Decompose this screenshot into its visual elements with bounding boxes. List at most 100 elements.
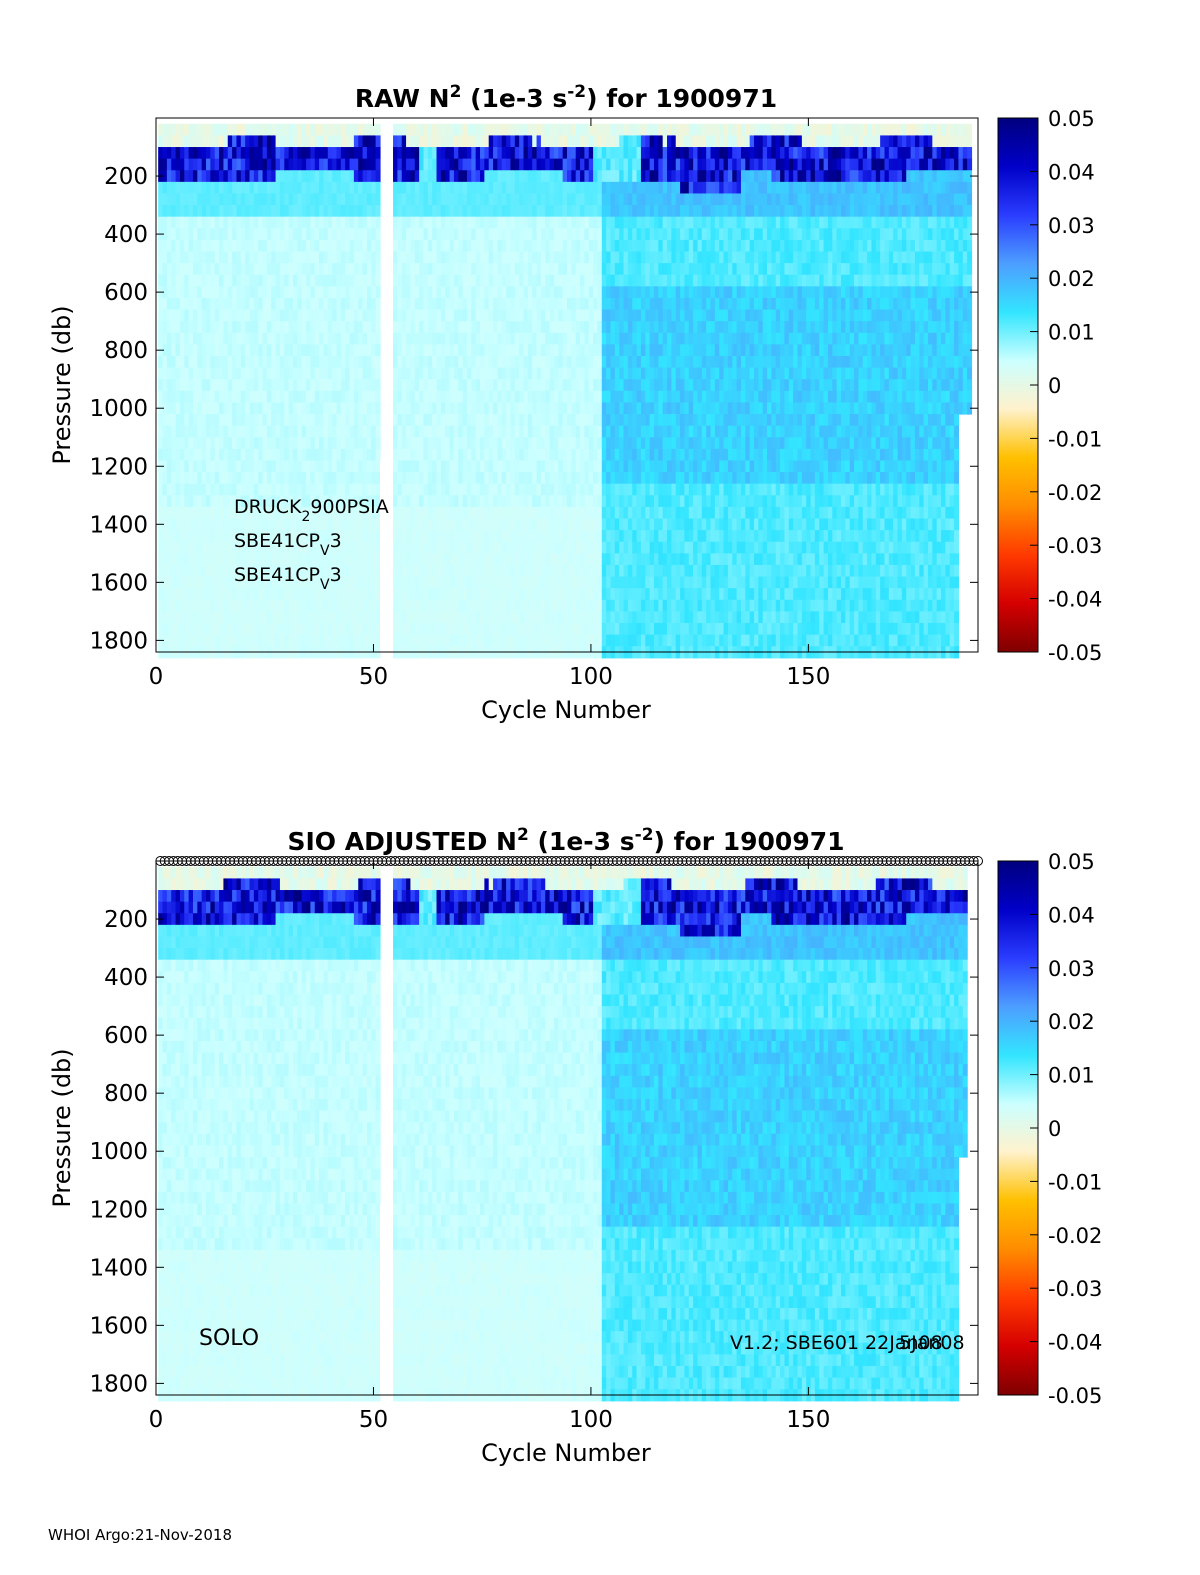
heatmap-cell (258, 123, 264, 137)
heatmap-cell (184, 170, 190, 183)
heatmap-cell (562, 460, 568, 473)
heatmap-cell (375, 367, 381, 380)
heatmap-cell (410, 251, 416, 264)
heatmap-cell (253, 460, 259, 473)
heatmap-cell (249, 460, 255, 473)
heatmap-cell (214, 181, 220, 195)
heatmap-cell (262, 460, 268, 473)
heatmap-cell (375, 170, 381, 183)
heatmap-cell (436, 634, 442, 647)
heatmap-cell (206, 205, 211, 218)
heatmap-cell (358, 251, 364, 264)
heatmap-cell (549, 518, 555, 531)
heatmap-cell (201, 530, 207, 543)
heatmap-cell (475, 390, 481, 404)
heatmap-cell (553, 402, 559, 415)
heatmap-cell (488, 576, 494, 589)
heatmap-cell (449, 530, 455, 543)
heatmap-cell (245, 297, 251, 311)
heatmap-cell (236, 576, 242, 589)
heatmap-cell (619, 251, 625, 264)
heatmap-cell (597, 205, 603, 218)
heatmap-cell (232, 437, 238, 450)
heatmap-cell (540, 506, 546, 520)
heatmap-cell (340, 147, 346, 160)
heatmap-cell (514, 297, 520, 311)
heatmap-cell (549, 193, 555, 206)
heatmap-cell (436, 599, 442, 612)
heatmap-cell (436, 564, 442, 578)
heatmap-cell (427, 147, 433, 160)
heatmap-cell (519, 472, 525, 485)
heatmap-cell (249, 414, 255, 427)
heatmap-cell (232, 355, 238, 369)
heatmap-cell (410, 599, 416, 612)
heatmap-cell (406, 379, 412, 392)
heatmap-cell (314, 483, 320, 496)
heatmap-cell (319, 181, 325, 195)
heatmap-cell (462, 228, 468, 241)
heatmap-cell (553, 564, 559, 578)
heatmap-cell (427, 518, 433, 531)
heatmap-cell (219, 599, 225, 612)
heatmap-cell (610, 147, 616, 160)
heatmap-cell (371, 263, 377, 276)
heatmap-cell (314, 541, 320, 554)
heatmap-cell (371, 553, 377, 566)
heatmap-cell (571, 216, 577, 229)
heatmap-cell (262, 402, 268, 415)
heatmap-cell (188, 518, 194, 531)
heatmap-cell (253, 321, 259, 334)
heatmap-cell (610, 181, 616, 195)
heatmap-cell (488, 390, 494, 404)
heatmap-cell (584, 588, 590, 601)
heatmap-cell (310, 228, 316, 241)
heatmap-cell (510, 402, 516, 415)
heatmap-cell (601, 181, 607, 195)
heatmap-cell (597, 379, 603, 392)
heatmap-cell (471, 228, 477, 241)
heatmap-cell (471, 216, 477, 229)
heatmap-cell (375, 263, 381, 276)
heatmap-cell (332, 344, 338, 357)
heatmap-cell (175, 355, 181, 369)
heatmap-cell (636, 576, 642, 589)
heatmap-cell (327, 216, 333, 229)
heatmap-cell (397, 321, 403, 334)
heatmap-cell (571, 297, 577, 311)
heatmap-cell (445, 367, 451, 380)
heatmap-cell (366, 588, 372, 601)
heatmap-cell (340, 402, 346, 415)
heatmap-cell (253, 495, 259, 508)
heatmap-cell (293, 541, 298, 554)
heatmap-cell (523, 448, 529, 462)
heatmap-cell (510, 286, 516, 299)
heatmap-cell (166, 402, 172, 415)
heatmap-cell (245, 541, 251, 554)
heatmap-cell (545, 286, 551, 299)
heatmap-cell (397, 599, 403, 612)
heatmap-cell (606, 460, 612, 473)
heatmap-cell (362, 622, 368, 636)
heatmap-cell (497, 506, 503, 520)
heatmap-cell (166, 216, 172, 229)
heatmap-cell (432, 309, 438, 322)
heatmap-cell (275, 483, 281, 496)
heatmap-cell (310, 135, 316, 148)
heatmap-cell (501, 599, 507, 612)
heatmap-cell (284, 147, 290, 160)
heatmap-cell (310, 599, 316, 612)
heatmap-cell (640, 321, 646, 334)
heatmap-cell (401, 611, 407, 624)
heatmap-cell (366, 147, 372, 160)
heatmap-cell (584, 518, 590, 531)
heatmap-cell (466, 205, 472, 218)
heatmap-cell (540, 309, 546, 322)
heatmap-cell (345, 576, 351, 589)
heatmap-cell (262, 414, 268, 427)
heatmap-cell (275, 170, 281, 183)
heatmap-cell (636, 309, 642, 322)
heatmap-cell (606, 147, 612, 160)
heatmap-cell (319, 553, 325, 566)
heatmap-cell (580, 622, 585, 636)
